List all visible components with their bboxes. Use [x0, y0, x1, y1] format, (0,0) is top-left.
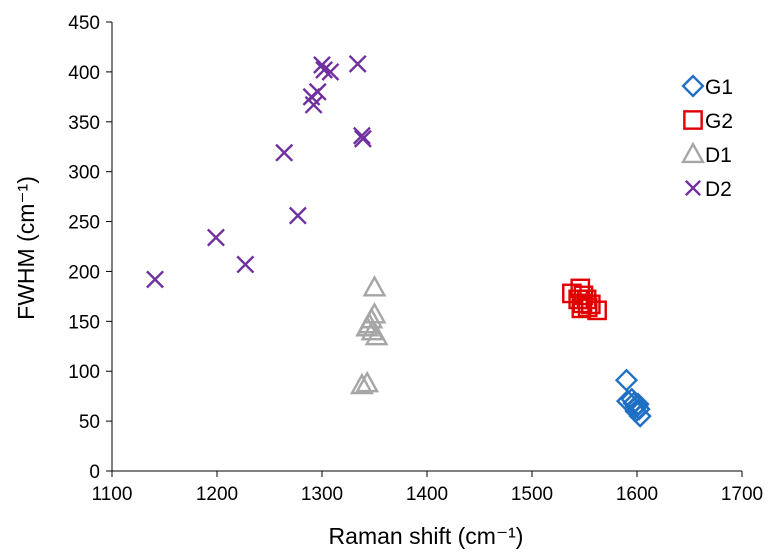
series-d1	[349, 275, 389, 395]
data-point	[628, 404, 652, 428]
data-point	[207, 228, 225, 247]
data-point	[355, 370, 380, 393]
data-point	[360, 318, 385, 341]
legend-item-d2: D2	[684, 178, 732, 201]
y-tick-label: 50	[79, 412, 100, 433]
x-tick-label: 1400	[406, 484, 448, 505]
series-d2	[146, 54, 372, 289]
data-point	[626, 392, 650, 416]
y-tick-label: 0	[89, 462, 100, 483]
data-point	[308, 82, 327, 101]
data-point	[355, 314, 380, 337]
data-point	[348, 54, 367, 73]
x-tick-label: 1100	[92, 484, 133, 505]
data-points	[146, 54, 652, 428]
data-point	[587, 300, 607, 321]
y-tick-label: 150	[68, 312, 100, 333]
series-g2	[562, 278, 607, 321]
data-point	[352, 126, 371, 145]
data-point	[349, 372, 374, 395]
series-g1	[614, 368, 652, 428]
data-point	[580, 294, 601, 315]
data-point	[236, 255, 255, 274]
legend-item-g2: G2	[683, 110, 733, 133]
data-point	[362, 275, 387, 297]
legend-label: G2	[705, 110, 733, 133]
legend-marker	[681, 141, 705, 164]
data-point	[304, 95, 323, 114]
data-point	[570, 278, 591, 299]
x-tick-label: 1200	[196, 484, 238, 505]
x-tick-label: 1300	[301, 484, 343, 505]
y-axis-title: FWHM (cm⁻¹)	[13, 176, 39, 320]
y-tick-label: 100	[68, 362, 100, 383]
x-tick-label: 1600	[616, 484, 658, 505]
axes: 1100 1200 1300 1400 1500 1600 1700 0 50 100 150 200…	[68, 13, 763, 505]
legend: G1 G2 D1 D2	[681, 74, 733, 201]
x-tick-label: 1500	[511, 484, 553, 505]
y-tick-label: 400	[68, 63, 100, 84]
x-tick-label: 1700	[721, 484, 763, 505]
data-point	[275, 143, 294, 162]
data-point	[288, 206, 307, 225]
legend-item-g1: G1	[681, 74, 733, 99]
y-tick-label: 250	[68, 213, 100, 234]
data-point	[624, 399, 648, 423]
data-point	[315, 60, 334, 79]
data-point	[364, 323, 389, 346]
legend-label: D2	[705, 178, 732, 201]
x-axis-title: Raman shift (cm⁻¹)	[329, 523, 524, 549]
legend-label: G1	[705, 76, 733, 99]
y-tick-label: 450	[68, 13, 100, 34]
data-point	[354, 129, 372, 148]
data-point	[321, 62, 340, 81]
legend-marker	[683, 110, 703, 130]
legend-marker	[684, 179, 702, 197]
legend-label: D1	[705, 144, 732, 167]
y-tick-label: 350	[68, 113, 100, 134]
y-tick-label: 300	[68, 163, 100, 184]
data-point	[146, 270, 164, 289]
legend-marker	[681, 74, 705, 98]
y-tick-label: 200	[68, 262, 100, 283]
data-point	[614, 368, 639, 392]
legend-item-d1: D1	[681, 141, 732, 167]
